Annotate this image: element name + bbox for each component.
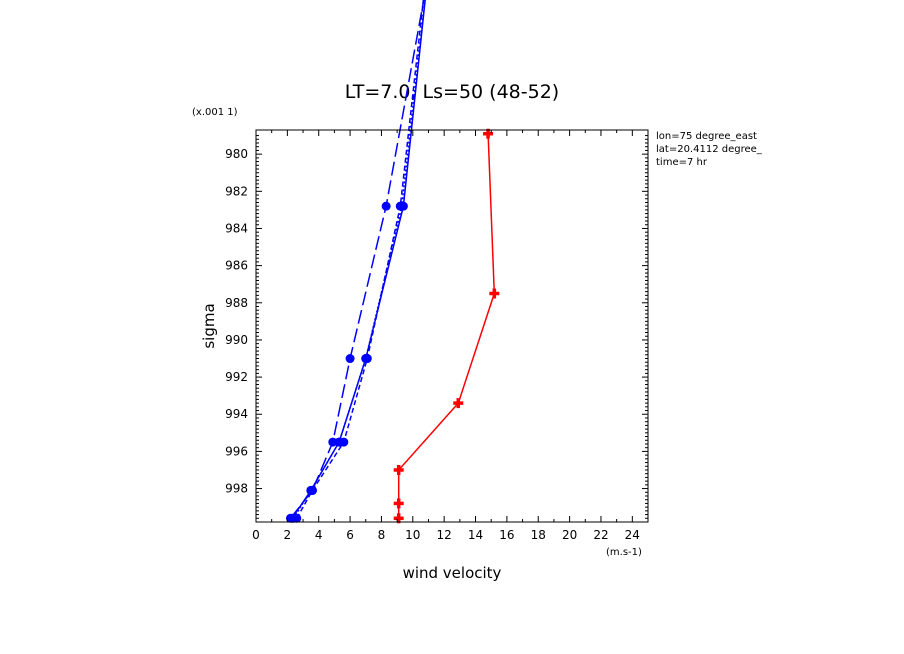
chart-title: LT=7.0, Ls=50 (48-52)	[345, 81, 559, 103]
x-axis-label: wind velocity	[403, 564, 502, 582]
x-units-label: (m.s-1)	[606, 547, 642, 558]
y-tick-label: 980	[225, 147, 248, 161]
series-point-3	[397, 201, 407, 211]
y-tick-label: 982	[225, 184, 248, 198]
marker-layer	[285, 128, 500, 524]
y-tick-label: 996	[225, 444, 248, 458]
x-tick-label: 20	[562, 528, 577, 542]
y-tick-label: 998	[225, 482, 248, 496]
x-tick-label: 2	[284, 528, 292, 542]
x-tick-label: 12	[437, 528, 452, 542]
y-scale-label: (x.001 1)	[192, 107, 238, 118]
series-point-4	[489, 288, 500, 299]
y-tick-label: 986	[225, 259, 248, 273]
series-point-4	[393, 498, 404, 509]
series-point-4	[393, 464, 404, 475]
x-tick-label: 22	[593, 528, 608, 542]
y-tick-label: 990	[225, 333, 248, 347]
x-tick-label: 8	[378, 528, 386, 542]
series-point-1	[328, 437, 338, 447]
y-tick-label: 992	[225, 370, 248, 384]
annotations: lon=75 degree_east lat=20.4112 degree_ t…	[656, 131, 763, 168]
plot-frame	[255, 129, 649, 523]
series-line-0	[291, 0, 426, 519]
series-line-4	[397, 133, 496, 519]
series-line-3	[292, 0, 426, 519]
series-point-1	[345, 354, 355, 364]
series-point-3	[334, 437, 344, 447]
x-tick-label: 4	[315, 528, 323, 542]
series-point-1	[381, 201, 391, 211]
annotation-lon: lon=75 degree_east	[656, 131, 757, 142]
series-layer	[289, 0, 496, 519]
annotation-time: time=7 hr	[656, 157, 708, 168]
annotation-lat: lat=20.4112 degree_	[656, 144, 763, 155]
y-tick-label: 994	[225, 407, 248, 421]
series-point-4	[453, 398, 464, 409]
x-tick-label: 16	[499, 528, 514, 542]
x-tick-label: 24	[625, 528, 640, 542]
x-tick-label: 10	[405, 528, 420, 542]
y-tick-label: 984	[225, 221, 248, 235]
x-axis-ticks: 0 2 4 6 8 10 12 14 16 18 20 22 24	[252, 130, 649, 542]
y-axis-label: sigma	[200, 303, 218, 348]
series-line-1	[289, 0, 425, 519]
x-tick-label: 0	[252, 528, 260, 542]
series-line-2	[296, 0, 425, 519]
x-tick-label: 14	[468, 528, 483, 542]
series-point-3	[306, 485, 316, 495]
x-tick-label: 18	[531, 528, 546, 542]
series-point-3	[289, 513, 299, 523]
y-axis-ticks: 980 982 984 986 988 990 992 994 996 998	[225, 135, 648, 523]
x-tick-label: 6	[346, 528, 354, 542]
series-point-3	[361, 354, 371, 364]
y-tick-label: 988	[225, 296, 248, 310]
